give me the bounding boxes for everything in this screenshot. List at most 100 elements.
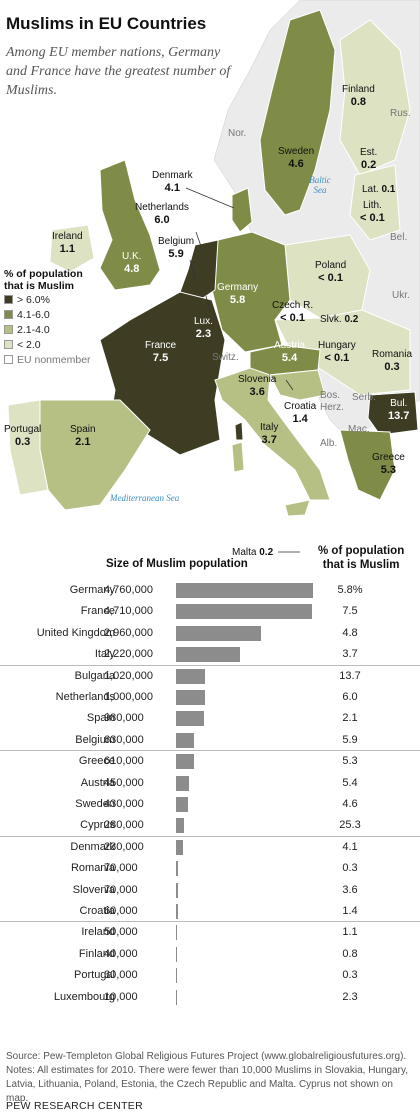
row-group-divider — [0, 921, 420, 923]
map-label-france: France 7.5 — [145, 340, 177, 364]
bar-value-label: 4,760,000 — [104, 584, 153, 596]
ireland-shape — [49, 224, 95, 273]
sardinia-shape — [231, 441, 245, 473]
bar-value-label: 980,000 — [104, 712, 144, 725]
bar — [176, 583, 313, 598]
bar-percent-label: 2.1 — [342, 712, 358, 725]
bar-row: Italy 2,220,000 3.7 — [0, 644, 420, 665]
bar-row: Netherlands 1,000,000 6.0 — [0, 687, 420, 708]
legend-label: 4.1-6.0 — [17, 308, 50, 321]
portugal-shape — [7, 399, 49, 496]
bar-row: Finland 40,000 0.8 — [0, 944, 420, 965]
row-group-divider — [0, 664, 420, 666]
bar-value-label: 10,000 — [104, 990, 138, 1003]
legend-item: EU nonmember — [4, 352, 91, 367]
bar-category-label: Germany — [69, 584, 115, 596]
bar-category-label: Croatia — [79, 905, 115, 917]
corsica-shape — [234, 421, 244, 441]
nonmember-label: Switz. — [212, 352, 239, 363]
legend-swatch — [4, 325, 13, 334]
bar — [176, 882, 178, 898]
bar-value-label: 1,000,000 — [104, 691, 153, 703]
map-label-lithuania: Lith. < 0.1 — [360, 200, 385, 224]
nonmember-label: Herz. — [320, 402, 344, 413]
map-label-bulgaria: Bul. 13.7 — [388, 398, 410, 422]
percent-header-line1: % of population — [318, 545, 405, 557]
leader-line — [189, 259, 196, 281]
bar-value-label: 610,000 — [104, 755, 144, 768]
legend-title-line1: % of population — [4, 268, 83, 280]
bar-row: Cyprus 280,000 25.3 — [0, 815, 420, 836]
bar-category-label: Ireland — [81, 926, 115, 939]
legend-label: EU nonmember — [17, 353, 91, 366]
bar-percent-label: 5.9 — [342, 733, 358, 746]
bar-category-label: Denmark — [70, 840, 115, 853]
map-label-finland: Finland 0.8 — [342, 84, 375, 108]
uk-shape — [99, 159, 161, 291]
denmark-shape — [231, 187, 253, 233]
germany-shape — [211, 231, 291, 353]
leader-line — [195, 231, 204, 253]
bar-row: Germany 4,760,000 5.8% — [0, 580, 420, 601]
bar-row: Denmark 230,000 4.1 — [0, 837, 420, 858]
leader-line — [285, 379, 294, 391]
sea-label-baltic: Baltic Sea — [309, 175, 331, 195]
bar-value-label: 450,000 — [104, 776, 144, 789]
nonmember-label: Bel. — [390, 232, 408, 243]
bar-percent-label: 13.7 — [339, 669, 361, 682]
page-subtitle: Among EU member nations, Germany and Fra… — [6, 45, 231, 98]
map-label-slovakia: Slvk. 0.2 — [320, 314, 359, 325]
bar-row: France 4,710,000 7.5 — [0, 601, 420, 622]
sweden-shape — [259, 9, 336, 216]
bar-percent-label: 5.3 — [342, 755, 358, 768]
bar-value-label: 630,000 — [104, 733, 144, 746]
bar — [176, 989, 177, 1005]
bar-percent-label: 3.6 — [342, 883, 358, 896]
map-label-czech: Czech R. < 0.1 — [272, 300, 314, 324]
nonmember-label: Serb. — [352, 392, 376, 403]
bar-percent-label: 25.3 — [339, 819, 361, 832]
map-label-netherlands: Netherlands 6.0 — [135, 202, 189, 226]
percent-header-line2: that is Muslim — [322, 559, 400, 571]
bar — [176, 839, 183, 855]
bar-value-label: 2,220,000 — [104, 648, 153, 661]
map-shapes — [7, 0, 420, 553]
bar-percent-label: 4.8 — [342, 626, 358, 639]
greece-shape — [339, 429, 396, 501]
bar-percent-label: 5.4 — [342, 776, 358, 789]
bar-category-label: Belgium — [75, 733, 115, 746]
legend-label: 2.1-4.0 — [17, 323, 50, 336]
leader-line — [185, 187, 235, 209]
map-label-poland: Poland < 0.1 — [315, 260, 347, 284]
nonmember-label: Alb. — [320, 438, 338, 449]
legend-item: > 6.0% — [4, 292, 91, 307]
bar-percent-label: 2.3 — [342, 990, 358, 1003]
legend-item: 2.1-4.0 — [4, 322, 91, 337]
bar-percent-label: 5.8% — [337, 584, 363, 596]
bar-percent-label: 7.5 — [342, 605, 358, 618]
map-label-romania: Romania 0.3 — [372, 349, 413, 373]
bar-value-label: 50,000 — [104, 926, 138, 939]
map-label-ireland: Ireland 1.1 — [52, 231, 83, 255]
bar — [176, 754, 194, 770]
bar-category-label: Cyprus — [80, 819, 115, 832]
nonmember-label: Nor. — [228, 128, 247, 139]
nonmember-label: Rus. — [390, 108, 411, 119]
legend-label: > 6.0% — [17, 293, 50, 306]
map-label-sweden: Sweden 4.6 — [278, 146, 315, 170]
bar-row: Bulgaria 1,020,000 13.7 — [0, 666, 420, 687]
map-label-slovenia: Slovenia 3.6 — [238, 374, 277, 398]
footer-credit: PEW RESEARCH CENTER — [6, 1100, 143, 1112]
map-label-croatia: Croatia 1.4 — [284, 401, 317, 425]
map-label-latvia: Lat. 0.1 — [362, 184, 396, 195]
bar-row: Slovenia 70,000 3.6 — [0, 880, 420, 901]
bar-row: Greece 610,000 5.3 — [0, 751, 420, 772]
legend-swatch — [4, 310, 13, 319]
bar — [176, 625, 262, 641]
bar-value-label: 60,000 — [104, 905, 138, 917]
bar — [176, 968, 177, 984]
bar-value-label: 70,000 — [104, 883, 138, 896]
size-column-header: Size of Muslim population — [106, 558, 248, 570]
map-label-malta: Malta 0.2 — [232, 547, 274, 558]
percent-column-header: % of population that is Muslim — [318, 544, 404, 572]
